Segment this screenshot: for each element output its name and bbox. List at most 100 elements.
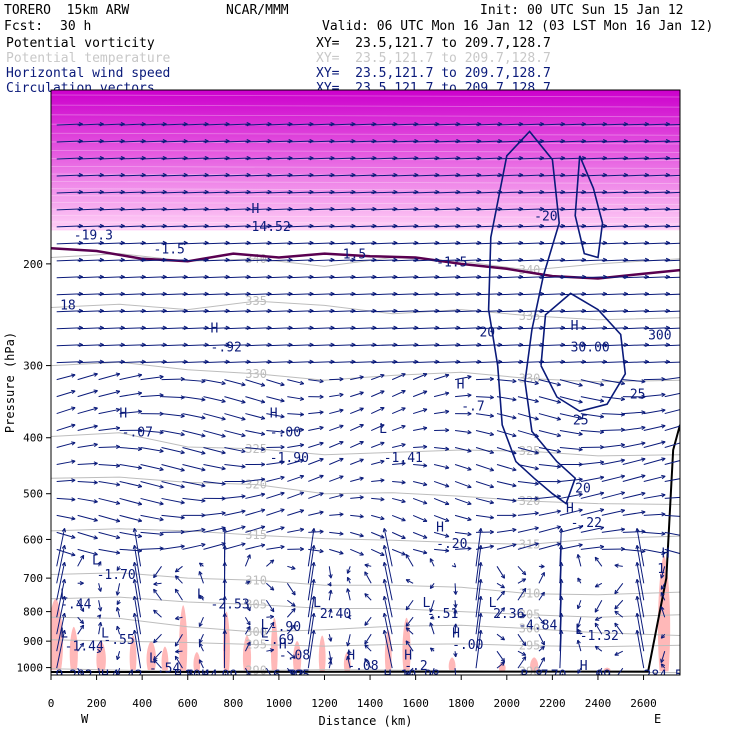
circulation-vector-head xyxy=(97,561,102,566)
field-value-label: 18 xyxy=(60,298,76,313)
circulation-vector-head xyxy=(594,645,600,651)
circulation-vector xyxy=(643,157,670,160)
circulation-vector-head xyxy=(422,408,428,413)
circulation-vector-head xyxy=(382,544,388,550)
circulation-vector xyxy=(429,558,435,567)
circulation-vector xyxy=(517,430,539,438)
circulation-vector xyxy=(56,514,76,520)
circulation-vector xyxy=(517,512,539,516)
circulation-vector-head xyxy=(521,651,527,656)
circulation-vector xyxy=(496,276,524,279)
field-value-label: L xyxy=(197,588,205,603)
circulation-vector-head xyxy=(578,382,583,387)
circulation-vector xyxy=(559,379,583,387)
circulation-vector-head xyxy=(241,432,246,438)
field-value-label: -2.53 xyxy=(211,598,250,613)
circulation-vector-head xyxy=(559,612,564,618)
circulation-vector xyxy=(265,667,272,675)
circulation-vector-head xyxy=(467,516,472,522)
circulation-vector xyxy=(538,327,565,330)
circulation-vector xyxy=(308,511,324,516)
field-value-label: 300 xyxy=(648,328,671,343)
circulation-vector xyxy=(413,293,440,296)
circulation-vector xyxy=(161,545,185,550)
circulation-vector xyxy=(429,600,435,613)
circulation-vector xyxy=(392,157,419,160)
circulation-vector-head xyxy=(82,673,84,675)
circulation-vector xyxy=(133,579,142,618)
circulation-vector-head xyxy=(687,207,691,210)
circulation-vector-head xyxy=(311,629,316,635)
circulation-vector xyxy=(308,411,324,415)
circulation-vector-head xyxy=(594,616,600,621)
circulation-vector xyxy=(350,157,377,160)
circulation-vector xyxy=(392,310,419,313)
circulation-vector xyxy=(538,616,545,625)
circulation-vector xyxy=(496,379,517,382)
circulation-vector-head xyxy=(347,649,352,655)
circulation-vector-head xyxy=(577,577,582,582)
circulation-vector xyxy=(308,259,335,262)
circulation-vector xyxy=(601,444,625,449)
circulation-vector-head xyxy=(346,588,351,593)
circulation-vector-head xyxy=(328,574,333,579)
circulation-vector xyxy=(77,276,104,279)
theta-contour-305 xyxy=(51,596,680,618)
circulation-vector xyxy=(517,310,544,313)
circulation-vector-head xyxy=(79,624,85,630)
legend-theta-xy: XY= 23.5,121.7 to 209.7,128.7 xyxy=(316,51,551,66)
circulation-vector xyxy=(643,441,666,449)
circulation-vector-head xyxy=(221,450,226,455)
circulation-vector xyxy=(434,157,461,160)
circulation-vector xyxy=(161,464,185,471)
circulation-vector xyxy=(577,617,582,628)
theta-contour-label: 330 xyxy=(245,367,267,381)
circulation-vector xyxy=(203,527,226,533)
circulation-vector xyxy=(517,344,544,347)
circulation-vector-head xyxy=(489,544,494,549)
circulation-vector xyxy=(476,208,503,211)
circulation-vector xyxy=(224,510,246,516)
circulation-vector xyxy=(153,650,162,661)
circulation-vector-head xyxy=(359,476,364,481)
circulation-vector xyxy=(119,293,146,296)
circulation-vector xyxy=(636,545,645,584)
circulation-vector-head xyxy=(444,409,450,414)
circulation-vector xyxy=(266,649,274,652)
circulation-vector-head xyxy=(260,415,266,420)
theta-contour-300 xyxy=(51,616,680,636)
field-value-label: -1.41 xyxy=(384,451,423,466)
circulation-vector xyxy=(140,344,167,347)
circulation-vector-head xyxy=(260,525,266,530)
circulation-vector xyxy=(98,123,125,126)
circulation-vector xyxy=(517,123,544,126)
circulation-vector xyxy=(664,242,680,245)
circulation-vector xyxy=(56,407,76,415)
circulation-vector-head xyxy=(299,396,305,401)
legend-pv-name: Potential vorticity xyxy=(6,36,155,51)
circulation-vector-head xyxy=(380,407,385,411)
circulation-vector-head xyxy=(521,570,527,576)
field-value-label: H xyxy=(404,649,412,664)
circulation-vector xyxy=(182,208,209,211)
circulation-vector xyxy=(174,575,183,584)
circulation-vector-head xyxy=(534,450,539,455)
circulation-vector-head xyxy=(137,483,143,488)
circulation-vector xyxy=(475,480,494,488)
circulation-vector-head xyxy=(339,408,344,413)
circulation-vector-head xyxy=(382,578,388,584)
circulation-vector xyxy=(371,531,385,539)
circulation-vector xyxy=(496,582,505,589)
circulation-vector-head xyxy=(280,460,285,465)
circulation-vector xyxy=(559,413,583,420)
circulation-vector xyxy=(56,460,76,465)
circulation-vector xyxy=(643,242,670,245)
theta-contour-label: 330 xyxy=(519,372,541,386)
circulation-vector xyxy=(308,276,335,279)
circulation-vector xyxy=(350,391,364,398)
circulation-vector-head xyxy=(687,326,691,329)
circulation-vector xyxy=(622,123,649,126)
circulation-vector xyxy=(559,174,586,177)
circulation-vector xyxy=(538,645,545,652)
circulation-vector-head xyxy=(660,574,665,579)
